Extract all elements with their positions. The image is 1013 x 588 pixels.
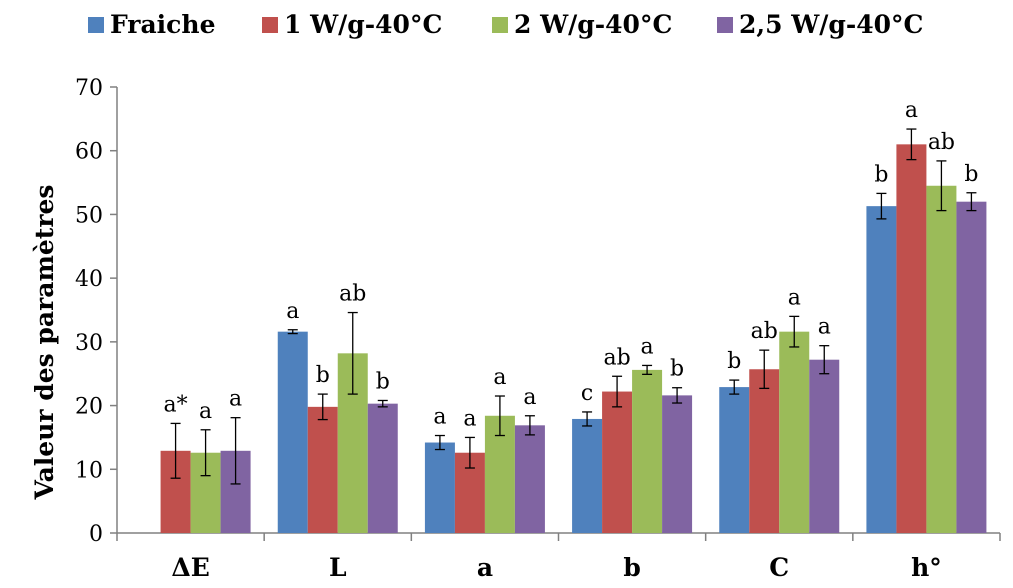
error-bar [317,393,328,421]
legend-swatch [262,17,278,33]
significance-label: b [964,162,978,187]
legend-swatch [717,17,733,33]
error-bar [936,160,947,212]
error-bar [377,399,388,408]
error-bar [819,345,830,375]
legend: Fraiche 1 W/g-40°C 2 W/g-40°C 2,5 W/g-40°C [88,10,923,39]
category-label: C [769,553,789,582]
bar [779,331,810,533]
error-bar [729,379,740,395]
significance-label: ab [339,282,366,307]
significance-label: a [493,365,506,390]
significance-label: a [818,315,831,340]
error-bar [582,411,593,427]
bar [424,442,455,533]
error-bar [876,192,887,220]
significance-label: b [727,349,741,374]
legend-entry: 2,5 W/g-40°C [739,10,923,39]
y-tick-label: 70 [75,76,103,101]
error-bar [789,315,800,348]
significance-label: a [463,406,476,431]
significance-label: a* [164,392,188,417]
bar [662,395,693,533]
category-label: L [329,553,347,582]
error-bar [906,128,917,161]
significance-label: a [641,334,654,359]
bar [926,185,957,533]
error-bar [759,349,770,390]
bar [719,387,750,533]
category-label: h° [911,553,942,582]
legend-swatch [88,17,104,33]
error-bar [494,395,505,437]
legend-entry: Fraiche [110,10,215,39]
category-label: ΔE [171,553,209,582]
error-bar [287,329,298,335]
significance-label: ab [928,130,955,155]
category-label: a [477,553,493,582]
error-bar [612,375,623,408]
significance-label: a [199,399,212,424]
significance-label: a [286,299,299,324]
bar [514,425,545,533]
error-bar [464,436,475,469]
error-bar [524,415,535,436]
legend-entry: 2 W/g-40°C [514,10,672,39]
significance-label: b [874,162,888,187]
significance-label: b [376,369,390,394]
legend-swatch [492,17,508,33]
significance-label: ab [603,345,630,370]
error-bar [966,192,977,212]
y-tick-label: 0 [89,522,103,547]
significance-label: a [788,285,801,310]
y-tick-label: 50 [75,203,103,228]
significance-label: a [229,387,242,412]
y-axis: 0 10 20 30 40 50 60 70 [75,76,118,547]
significance-label: b [316,363,330,388]
significance-label: a [433,405,446,430]
y-tick-label: 60 [75,140,103,165]
bar [602,391,633,533]
significance-label: ab [751,319,778,344]
error-bar [200,429,211,477]
y-tick-label: 10 [75,458,103,483]
error-bar [642,364,653,376]
bar [956,201,987,533]
y-axis-label: Valeur des paramètres [30,184,59,500]
error-bar [230,417,241,485]
error-bar [434,434,445,451]
significance-label: c [581,381,593,406]
category-label: b [623,553,640,582]
bar [367,403,398,533]
bar [277,331,308,533]
y-tick-label: 30 [75,331,103,356]
significance-label: b [670,357,684,382]
bar [896,144,927,534]
bar [866,206,897,533]
bar [307,406,338,533]
error-bar [170,422,181,479]
error-bar [347,311,358,395]
error-bar [672,387,683,404]
bar [749,369,780,533]
bar [632,369,663,533]
y-tick-label: 20 [75,395,103,420]
y-tick-label: 40 [75,267,103,292]
significance-label: a [905,98,918,123]
bar [572,418,603,533]
legend-entry: 1 W/g-40°C [284,10,442,39]
significance-label: a [523,385,536,410]
bar [809,359,840,533]
